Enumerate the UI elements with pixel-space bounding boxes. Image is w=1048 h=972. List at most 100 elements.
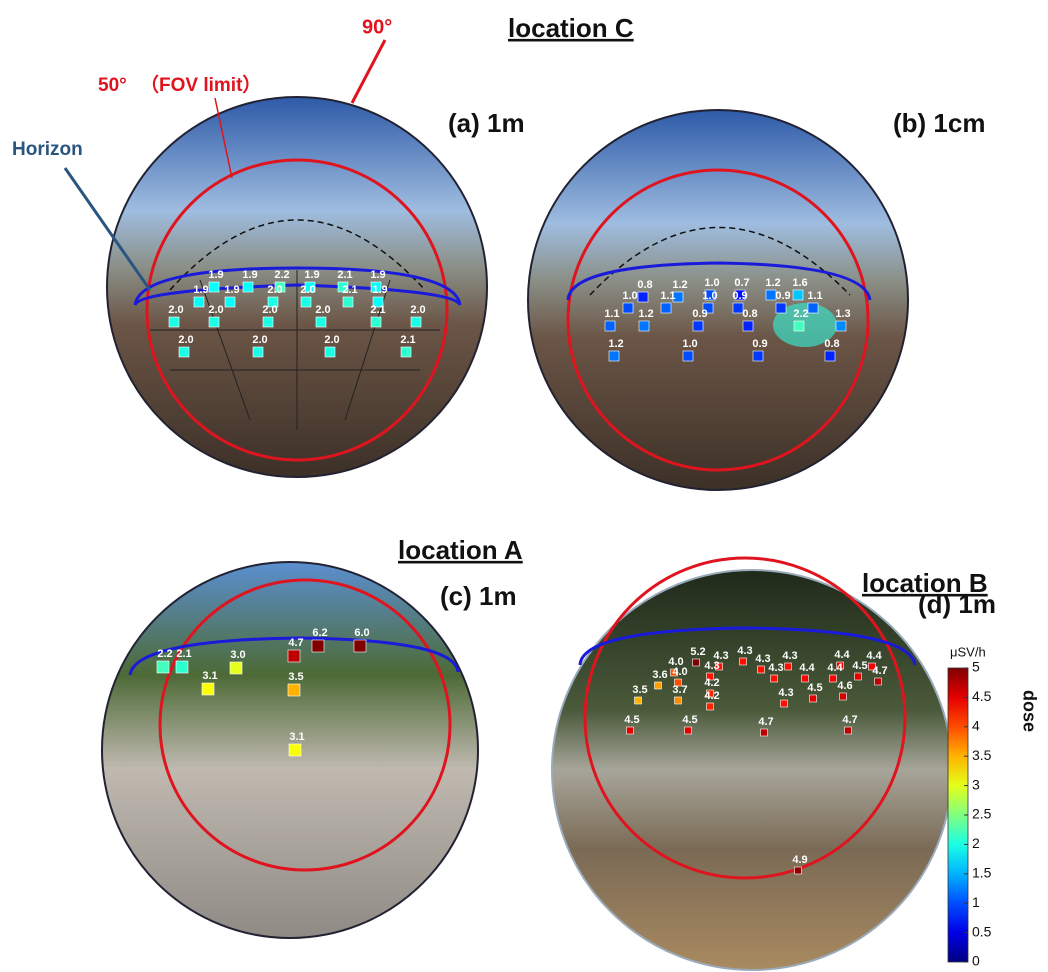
dose-marker <box>654 681 662 690</box>
panel-label: (a) 1m <box>448 108 525 138</box>
dose-marker <box>824 350 836 362</box>
dose-marker <box>792 289 804 301</box>
dose-marker <box>734 289 746 301</box>
dose-marker <box>844 726 852 735</box>
dose-marker <box>337 281 349 293</box>
angle-50: 50° <box>98 75 127 96</box>
dose-marker <box>208 281 220 293</box>
dose-marker <box>324 346 336 358</box>
dose-label: 4.2 <box>704 677 719 689</box>
dose-marker <box>793 320 805 332</box>
dose-label: 5.2 <box>690 646 705 658</box>
dose-marker <box>765 289 777 301</box>
dose-label: 2.1 <box>400 334 415 346</box>
dose-label: 2.0 <box>410 304 425 316</box>
dose-marker <box>342 296 354 308</box>
dose-label: 4.0 <box>668 656 683 668</box>
panel-label: (c) 1m <box>440 581 517 611</box>
dose-marker <box>224 296 236 308</box>
dose-label: 1.0 <box>622 290 637 302</box>
dose-marker <box>156 660 170 674</box>
dose-marker <box>757 665 765 674</box>
dose-marker <box>692 658 700 667</box>
dose-label: 1.2 <box>638 308 653 320</box>
dose-label: 4.6 <box>837 680 852 692</box>
colorbar-unit: μSV/h <box>950 644 986 659</box>
colorbar-tick-label: 0.5 <box>972 923 992 939</box>
dose-label: 4.3 <box>737 645 752 657</box>
dose-marker <box>288 743 302 757</box>
dose-label: 0.9 <box>732 290 747 302</box>
dose-marker <box>274 281 286 293</box>
dose-marker <box>287 683 301 697</box>
dose-label: 1.2 <box>608 338 623 350</box>
dose-label: 4.4 <box>827 662 843 674</box>
dose-label: 4.3 <box>755 653 770 665</box>
dose-marker <box>868 662 876 671</box>
dose-marker <box>193 296 205 308</box>
dose-marker <box>742 320 754 332</box>
dose-marker <box>706 689 714 698</box>
colorbar-tick-label: 1.5 <box>972 865 992 881</box>
colorbar-tick-label: 2 <box>972 835 980 851</box>
dose-label: 2.1 <box>337 269 352 281</box>
dose-label: 1.1 <box>660 290 675 302</box>
dose-label: 0.8 <box>637 279 652 291</box>
dose-label: 3.1 <box>289 731 304 743</box>
dose-marker <box>208 316 220 328</box>
dose-marker <box>304 281 316 293</box>
dose-marker <box>874 677 882 686</box>
dose-label: 2.0 <box>208 304 223 316</box>
dose-marker <box>692 320 704 332</box>
angle-90: 90° <box>362 16 392 38</box>
dose-label: 2.0 <box>315 304 330 316</box>
dose-marker <box>672 291 684 303</box>
dose-label: 2.0 <box>267 284 282 296</box>
colorbar-tick-label: 0 <box>972 953 980 969</box>
dose-marker <box>604 320 616 332</box>
dose-label: 3.7 <box>672 684 687 696</box>
dose-label: 1.3 <box>835 308 850 320</box>
dose-label: 4.5 <box>852 660 867 672</box>
dose-marker <box>201 682 215 696</box>
dose-marker <box>315 316 327 328</box>
dose-label: 2.1 <box>370 304 385 316</box>
dose-label: 1.9 <box>208 269 223 281</box>
dose-label: 2.0 <box>300 284 315 296</box>
dose-label: 1.1 <box>807 290 822 302</box>
dose-marker <box>836 661 844 670</box>
dose-label: 2.1 <box>342 284 357 296</box>
dose-label: 2.0 <box>324 334 339 346</box>
dose-marker <box>638 320 650 332</box>
dose-label: 4.3 <box>713 650 728 662</box>
dose-label: 4.7 <box>288 637 303 649</box>
dose-marker <box>775 302 787 314</box>
dose-label: 1.1 <box>604 308 619 320</box>
dose-marker <box>794 866 802 875</box>
fov-limit: （FOV limit） <box>140 73 261 96</box>
colorbar-tick-label: 5 <box>972 659 980 675</box>
dose-label: 1.0 <box>704 277 719 289</box>
dose-label: 1.2 <box>672 279 687 291</box>
dose-label: 4.5 <box>682 714 697 726</box>
dose-label: 4.7 <box>872 665 887 677</box>
dose-label: 1.9 <box>304 269 319 281</box>
dose-marker <box>372 296 384 308</box>
dose-label: 2.2 <box>793 308 808 320</box>
dose-marker <box>706 672 714 681</box>
horizon-label: Horizon <box>12 139 83 160</box>
dose-marker <box>370 316 382 328</box>
dose-label: 1.6 <box>792 277 807 289</box>
dose-marker <box>660 302 672 314</box>
dose-label: 1.2 <box>765 277 780 289</box>
dose-label: 1.9 <box>370 269 385 281</box>
dose-label: 2.0 <box>262 304 277 316</box>
colorbar-tick-label: 4 <box>972 718 980 734</box>
dose-marker <box>829 674 837 683</box>
dose-label: 0.9 <box>692 308 707 320</box>
colorbar-tick-label: 3 <box>972 776 980 792</box>
dose-label: 4.3 <box>704 660 719 672</box>
dose-label: 2.0 <box>168 304 183 316</box>
dose-marker <box>674 696 682 705</box>
dose-marker <box>702 302 714 314</box>
